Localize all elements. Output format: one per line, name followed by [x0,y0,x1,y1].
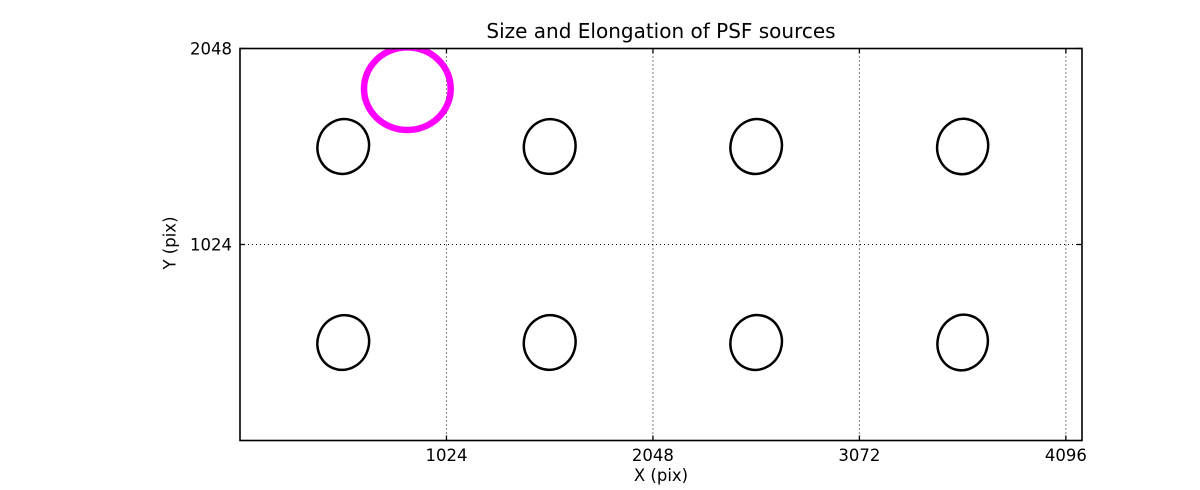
y-tick-label: 2048 [190,39,232,58]
x-tick-label: 1024 [425,446,468,465]
psf-ellipse [729,313,784,372]
highlight-ellipse [360,48,454,134]
psf-ellipse [522,313,577,372]
x-tick-label: 3072 [838,446,881,465]
y-tick-label: 1024 [190,235,232,254]
axes-frame [239,47,1083,442]
x-tick-label: 4096 [1044,446,1087,465]
psf-ellipse [935,117,990,176]
chart-title: Size and Elongation of PSF sources [486,19,836,43]
psf-ellipse [316,313,371,372]
psf-ellipse-group [316,48,990,372]
psf-ellipse [522,117,577,176]
x-tick-label: 2048 [631,446,674,465]
psf-ellipse [316,117,371,176]
psf-ellipse [936,313,990,372]
y-axis-label: Y (pix) [160,216,180,270]
psf-ellipse [729,117,784,176]
x-axis-label: X (pix) [633,466,689,485]
